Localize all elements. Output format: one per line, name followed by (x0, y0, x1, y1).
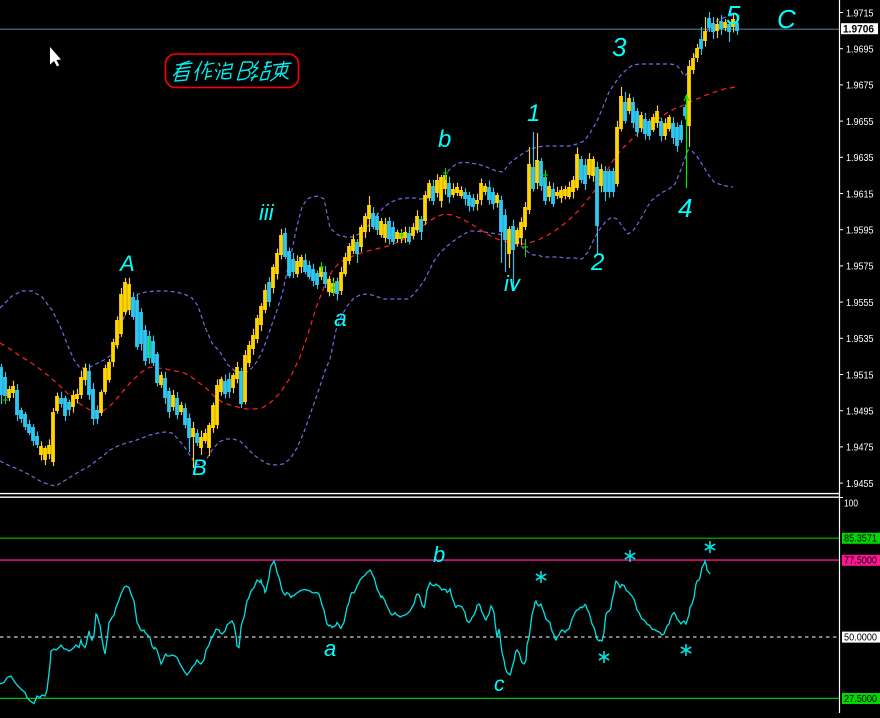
svg-text:1.9615: 1.9615 (846, 188, 874, 200)
svg-text:b: b (433, 542, 445, 567)
svg-text:1.9515: 1.9515 (846, 369, 874, 381)
svg-text:50.0000: 50.0000 (844, 632, 877, 643)
svg-text:77.5000: 77.5000 (844, 556, 877, 567)
svg-text:1.9535: 1.9535 (846, 333, 874, 345)
svg-text:1.9715: 1.9715 (846, 7, 874, 19)
svg-text:1.9555: 1.9555 (846, 297, 874, 309)
svg-text:a: a (324, 636, 336, 661)
svg-text:1.9675: 1.9675 (846, 80, 874, 92)
svg-text:1.9706: 1.9706 (843, 23, 874, 35)
svg-text:85.3571: 85.3571 (844, 534, 877, 545)
svg-text:27.5000: 27.5000 (844, 694, 877, 705)
svg-text:100: 100 (844, 498, 858, 510)
svg-text:5: 5 (726, 0, 741, 30)
svg-text:C: C (777, 4, 796, 34)
svg-text:c: c (494, 673, 505, 696)
svg-text:1.9575: 1.9575 (846, 261, 874, 273)
svg-text:1.9655: 1.9655 (846, 116, 874, 128)
svg-text:iv: iv (504, 271, 522, 296)
svg-text:2: 2 (590, 249, 604, 276)
svg-text:A: A (118, 251, 135, 276)
svg-text:iii: iii (259, 200, 275, 225)
svg-text:b: b (438, 126, 451, 153)
svg-text:1.9635: 1.9635 (846, 152, 874, 164)
svg-text:1.9475: 1.9475 (846, 442, 874, 454)
svg-text:a: a (334, 305, 347, 331)
svg-text:B: B (192, 455, 207, 480)
svg-text:1.9495: 1.9495 (846, 406, 874, 418)
svg-text:1.9695: 1.9695 (846, 44, 874, 56)
svg-text:1.9455: 1.9455 (846, 478, 874, 490)
svg-text:4: 4 (678, 193, 692, 223)
svg-text:3: 3 (612, 32, 627, 62)
svg-text:1.9595: 1.9595 (846, 225, 874, 237)
svg-text:1: 1 (527, 100, 540, 127)
